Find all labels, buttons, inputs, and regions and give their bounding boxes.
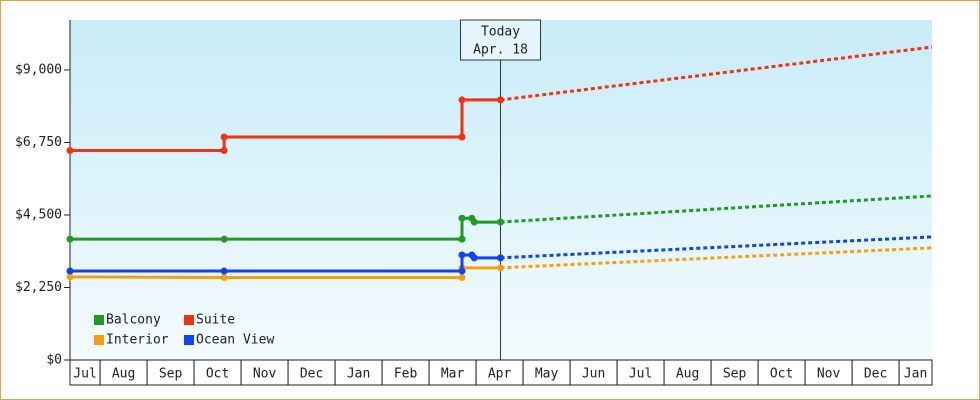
legend-label: Suite [196,313,235,328]
x-tick-label: Jan [347,367,370,382]
point [470,218,478,226]
point [458,273,466,281]
forecast-line [500,194,933,224]
y-tick-label: $2,250 [15,280,62,295]
point [458,235,466,243]
today-label: Apr. 18 [473,43,528,58]
x-tick-label: Nov [253,367,277,382]
x-tick-label: Jul [629,367,652,382]
month-cell [757,359,806,386]
today-label: Today [481,25,520,40]
point [497,96,505,104]
point [66,147,74,155]
series-line [70,98,501,153]
legend-swatch [94,315,104,325]
point [497,264,505,272]
x-tick-label: Jun [582,367,605,382]
point [470,254,478,262]
x-tick-label: Sep [159,367,183,382]
x-tick-label: Feb [394,367,418,382]
point [220,235,228,243]
point [220,133,228,141]
x-tick-label: Oct [770,367,793,382]
x-tick-label: May [535,367,559,382]
month-cell [522,359,571,386]
point [220,273,228,281]
point [497,218,505,226]
month-cell [381,359,430,386]
month-cell [898,359,933,386]
y-tick-label: $4,500 [15,207,62,222]
point [497,254,505,262]
month-cell [804,359,853,386]
point [66,235,74,243]
month-cell [69,359,101,386]
point [220,267,228,275]
month-cell [475,359,524,386]
point [66,273,74,281]
legend-swatch [94,335,104,345]
point [458,214,466,222]
point [220,147,228,155]
x-tick-label: Sep [723,367,747,382]
x-tick-label: Aug [676,367,699,382]
y-tick-label: $9,000 [15,62,62,77]
today-box [460,19,542,61]
x-tick-label: Dec [300,367,323,382]
month-cell [569,359,618,386]
x-tick-label: Jul [73,367,96,382]
x-tick-label: Mar [441,367,465,382]
legend-label: Interior [106,333,169,348]
legend-swatch [184,315,194,325]
x-tick-label: Dec [864,367,887,382]
x-tick-label: Oct [206,367,229,382]
x-tick-label: Apr [488,367,512,382]
legend-label: Ocean View [196,333,274,348]
legend-swatch [184,335,194,345]
x-tick-label: Nov [817,367,841,382]
month-cell [334,359,383,386]
x-tick-label: Aug [112,367,135,382]
forecast-line [500,246,933,270]
x-tick-label: Jan [904,367,927,382]
point [458,133,466,141]
point [458,96,466,104]
y-tick-label: $0 [46,353,62,368]
forecast-line [500,45,933,102]
forecast-line [500,235,933,260]
legend-label: Balcony [106,313,161,328]
point [66,267,74,275]
point [458,267,466,275]
point [458,251,466,259]
y-tick-label: $6,750 [15,135,62,150]
